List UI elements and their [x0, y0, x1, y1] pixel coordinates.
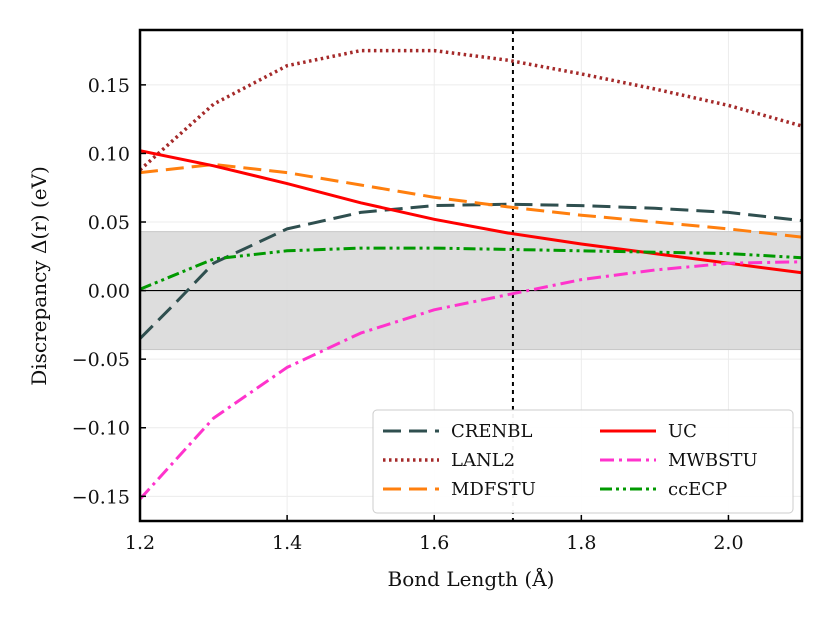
x-tick-label: 1.8	[566, 532, 596, 554]
legend-label-uc: UC	[668, 421, 697, 442]
legend-label-lanl2: LANL2	[451, 450, 515, 471]
y-tick-label: 0.15	[88, 75, 130, 97]
x-tick-label: 1.2	[125, 532, 155, 554]
series-line-mwbstu	[140, 260, 802, 501]
series-line-uc	[140, 149, 802, 275]
legend-label-crenbl: CRENBL	[451, 421, 532, 442]
legend-label-mdfstu: MDFSTU	[451, 479, 536, 500]
y-tick-labels: −0.15 −0.10 −0.05 0.00 0.05 0.10 0.15	[72, 75, 130, 508]
legend-label-ccecp: ccECP	[668, 479, 727, 500]
x-tick-label: 1.6	[419, 532, 449, 554]
legend: CRENBL LANL2 MDFSTU UC MWBSTU ccECP	[372, 409, 794, 514]
series-line-ccecp	[140, 246, 802, 291]
x-tick-label: 1.4	[272, 532, 302, 554]
y-tick-label: 0.05	[88, 212, 130, 234]
y-axis-label: Discrepancy Δ(r) (eV)	[27, 166, 51, 386]
series-line-mdfstu	[140, 162, 802, 239]
x-tick-labels: 1.2 1.4 1.6 1.8 2.0	[125, 532, 744, 554]
x-tick-label: 2.0	[713, 532, 743, 554]
x-axis-label: Bond Length (Å)	[388, 566, 555, 591]
y-tick-label: −0.10	[72, 418, 130, 440]
legend-label-mwbstu: MWBSTU	[668, 450, 758, 471]
y-tick-label: 0.10	[88, 143, 130, 165]
y-tick-label: −0.05	[72, 349, 130, 371]
legend-box	[372, 409, 794, 514]
series-line-crenbl	[140, 202, 802, 340]
y-tick-label: −0.15	[72, 486, 130, 508]
ticks	[139, 84, 730, 521]
series-line-lanl2	[140, 48, 802, 172]
y-tick-label: 0.00	[88, 281, 130, 303]
series-group	[140, 48, 802, 501]
plot-frame	[138, 28, 804, 523]
